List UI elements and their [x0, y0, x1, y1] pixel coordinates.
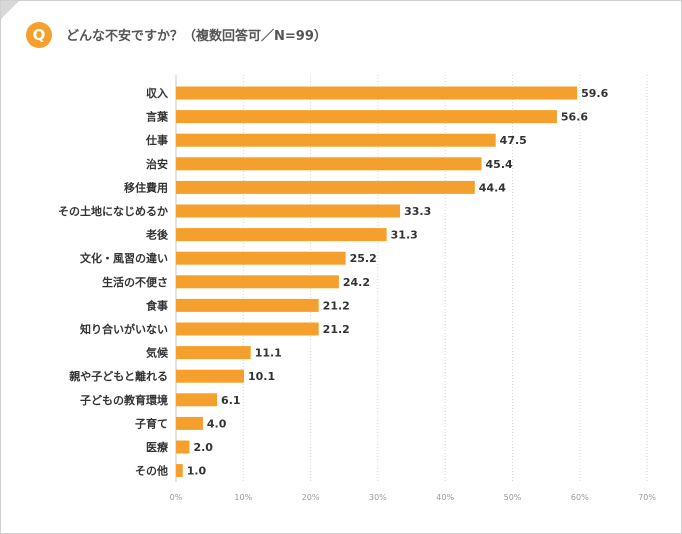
tick-label: 0%: [170, 493, 183, 502]
category-label: 子どもの教育環境: [80, 393, 168, 407]
tick-label: 40%: [436, 493, 454, 502]
tick-label: 30%: [369, 493, 387, 502]
bar: [176, 110, 557, 124]
bar: [176, 440, 190, 454]
bar: [176, 346, 251, 360]
tick-label: 10%: [234, 493, 252, 502]
category-label: 移住費用: [124, 180, 168, 194]
bar: [176, 180, 475, 194]
category-label: 気候: [146, 346, 169, 360]
value-label: 33.3: [404, 205, 431, 218]
value-label: 47.5: [500, 134, 527, 147]
question-title: どんな不安ですか？（複数回答可／N=99）: [66, 29, 327, 44]
bar: [176, 157, 482, 171]
category-label: 医療: [146, 440, 169, 454]
value-label: 21.2: [323, 323, 350, 336]
bar: [176, 322, 319, 336]
value-label: 31.3: [391, 229, 418, 242]
value-label: 4.0: [207, 417, 227, 430]
category-label: 老後: [145, 228, 169, 242]
category-label: その土地になじめるか: [58, 204, 168, 218]
category-label: 言葉: [146, 110, 169, 124]
bar: [176, 416, 203, 430]
category-label: 仕事: [145, 133, 168, 147]
value-label: 45.4: [486, 158, 513, 171]
tick-label: 60%: [571, 493, 589, 502]
bar: [176, 464, 183, 478]
value-label: 56.6: [561, 111, 588, 124]
value-label: 1.0: [187, 465, 207, 478]
category-label: 親や子どもと離れる: [69, 369, 168, 383]
category-label: 文化・風習の違い: [80, 251, 168, 265]
value-label: 6.1: [221, 394, 241, 407]
tick-label: 20%: [302, 493, 320, 502]
category-label: 治安: [146, 157, 168, 171]
value-label: 25.2: [350, 252, 377, 265]
question-badge-icon: Q: [26, 22, 52, 48]
category-label: 知り合いがいない: [79, 322, 168, 336]
bar: [176, 86, 578, 100]
corner-fold-decoration: [1, 1, 19, 19]
bar: [176, 204, 401, 218]
category-label: その他: [135, 464, 168, 478]
bar: [176, 228, 387, 242]
category-label: 生活の不便さ: [102, 275, 168, 289]
tick-label: 70%: [638, 493, 656, 502]
value-label: 59.6: [581, 87, 608, 100]
bar: [176, 298, 319, 312]
value-label: 2.0: [193, 441, 213, 454]
value-label: 21.2: [323, 299, 350, 312]
bar: [176, 275, 339, 289]
value-label: 44.4: [479, 181, 506, 194]
bar: [176, 251, 346, 265]
tick-label: 50%: [504, 493, 522, 502]
category-label: 食事: [146, 298, 168, 312]
value-label: 24.2: [343, 276, 370, 289]
bar: [176, 393, 218, 407]
value-label: 10.1: [248, 370, 275, 383]
bar: [176, 133, 496, 147]
category-label: 子育て: [135, 416, 168, 430]
bar: [176, 369, 244, 383]
category-label: 収入: [146, 87, 168, 100]
value-label: 11.1: [255, 347, 282, 360]
